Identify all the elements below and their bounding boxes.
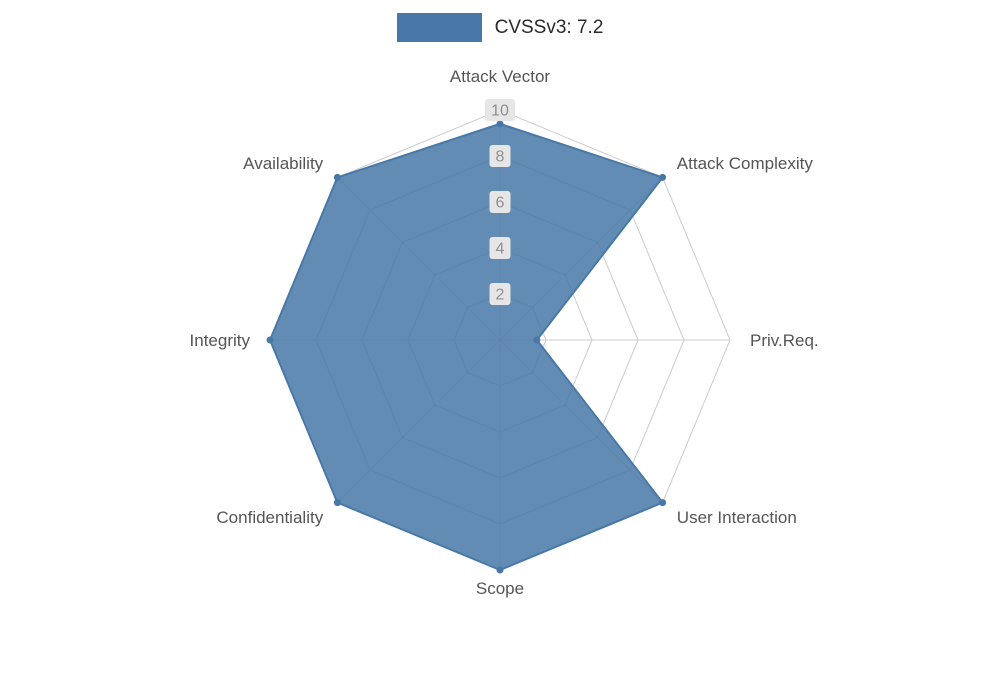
data-point[interactable]	[496, 120, 504, 128]
data-point[interactable]	[266, 336, 274, 344]
tick-label: 4	[496, 241, 505, 258]
axis-label: User Interaction	[677, 508, 797, 527]
data-point[interactable]	[333, 499, 341, 507]
data-point[interactable]	[333, 173, 341, 181]
axis-label: Availability	[243, 154, 324, 173]
data-point[interactable]	[496, 566, 504, 574]
tick-label: 8	[496, 149, 505, 166]
legend-label: CVSSv3: 7.2	[494, 16, 604, 38]
data-point[interactable]	[659, 499, 667, 507]
legend-swatch	[396, 13, 482, 42]
tick-label: 6	[496, 195, 505, 212]
tick-label: 10	[491, 103, 509, 120]
tick-label-bg	[489, 237, 511, 259]
axis-label: Confidentiality	[216, 508, 323, 527]
radar-series[interactable]	[269, 122, 664, 571]
axis-label: Attack Vector	[450, 67, 550, 86]
axis-label: Integrity	[190, 331, 251, 350]
axis-label: Scope	[476, 579, 524, 598]
tick-label: 2	[496, 287, 505, 304]
tick-label-bg	[489, 191, 511, 213]
legend[interactable]: CVSSv3: 7.2	[0, 13, 1000, 42]
axis-label: Attack Complexity	[677, 154, 814, 173]
data-point[interactable]	[659, 173, 667, 181]
data-point[interactable]	[533, 336, 541, 344]
tick-label-bg	[485, 99, 515, 121]
axis-label: Priv.Req.	[750, 331, 819, 350]
tick-label-bg	[489, 145, 511, 167]
tick-label-bg	[489, 283, 511, 305]
